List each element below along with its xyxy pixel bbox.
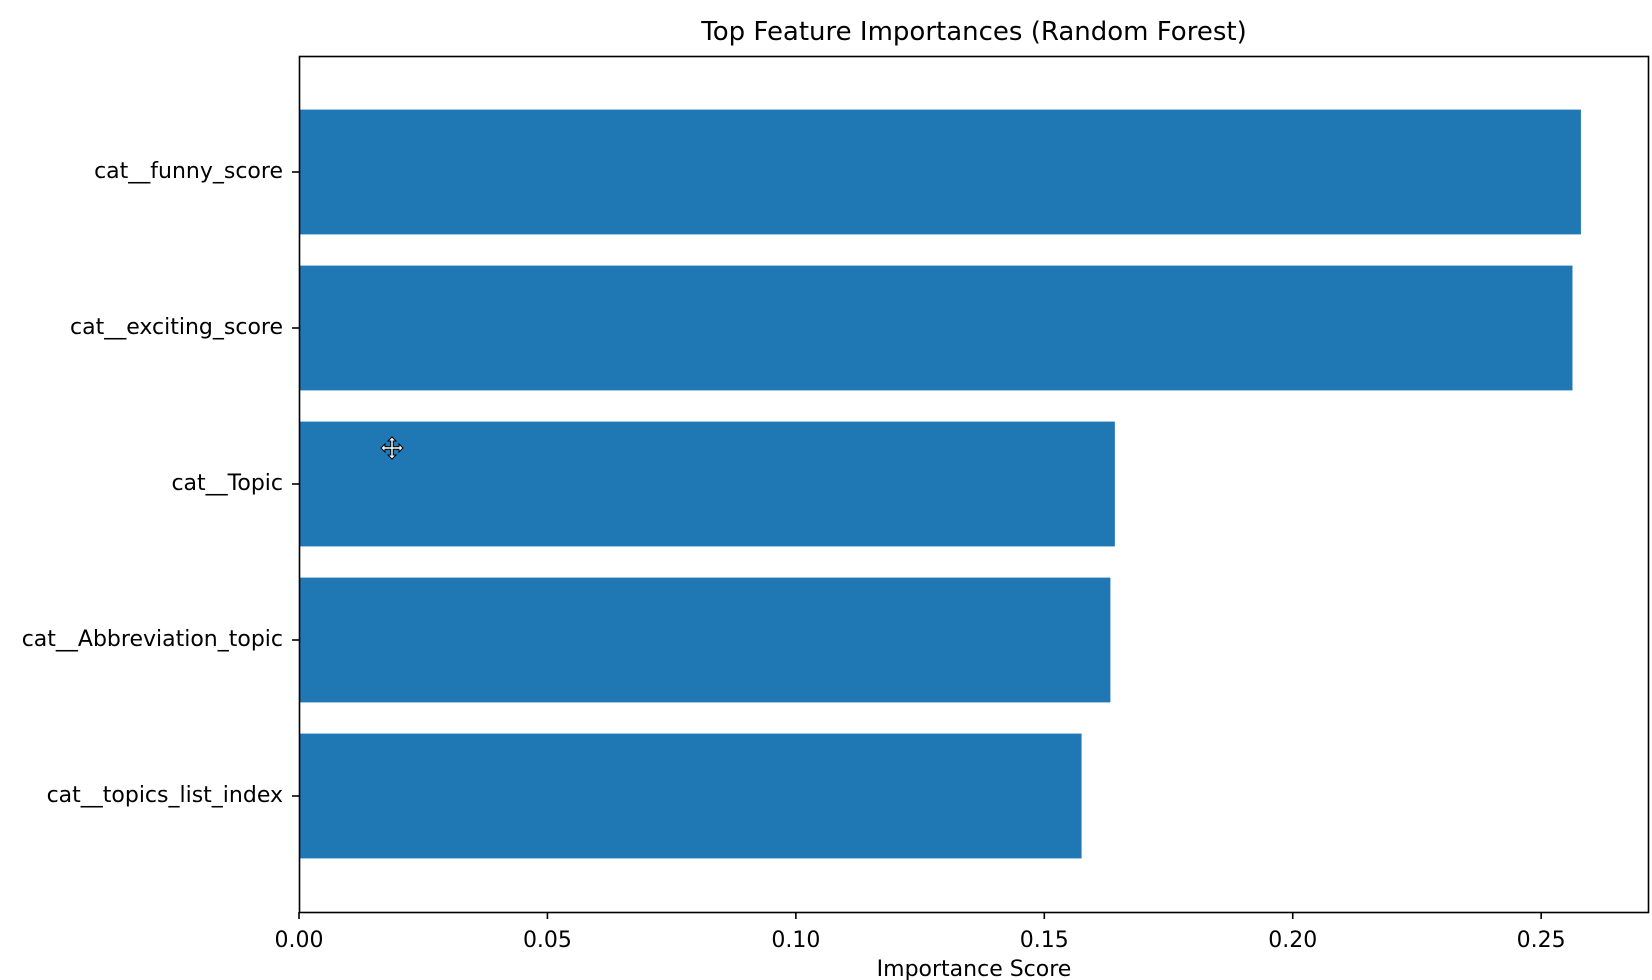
- bar-2: [299, 421, 1115, 547]
- x-tick-label-4: 0.20: [1268, 928, 1317, 953]
- bar-1: [299, 265, 1573, 391]
- x-axis-label: Importance Score: [877, 957, 1072, 980]
- y-tick-label-4: cat__topics_list_index: [47, 783, 283, 808]
- x-axis: 0.00 0.05 0.10 0.15 0.20 0.25: [275, 912, 1566, 953]
- x-tick-label-0: 0.00: [275, 928, 324, 953]
- chart-title: Top Feature Importances (Random Forest): [700, 17, 1246, 47]
- x-tick-label-5: 0.25: [1517, 928, 1566, 953]
- plot-frame: [298, 55, 1650, 914]
- bar-4: [299, 733, 1082, 859]
- y-tick-label-1: cat__exciting_score: [70, 315, 283, 340]
- bar-3: [299, 577, 1111, 703]
- y-tick-label-2: cat__Topic: [171, 471, 283, 496]
- x-tick-label-3: 0.15: [1020, 928, 1069, 953]
- x-tick-label-1: 0.05: [523, 928, 572, 953]
- x-tick-label-2: 0.10: [771, 928, 820, 953]
- bars-layer: [299, 109, 1581, 859]
- y-tick-label-0: cat__funny_score: [94, 159, 283, 184]
- y-axis: cat__funny_score cat__exciting_score cat__…: [22, 159, 299, 808]
- bar-0: [299, 109, 1581, 235]
- y-tick-label-3: cat__Abbreviation_topic: [22, 627, 283, 652]
